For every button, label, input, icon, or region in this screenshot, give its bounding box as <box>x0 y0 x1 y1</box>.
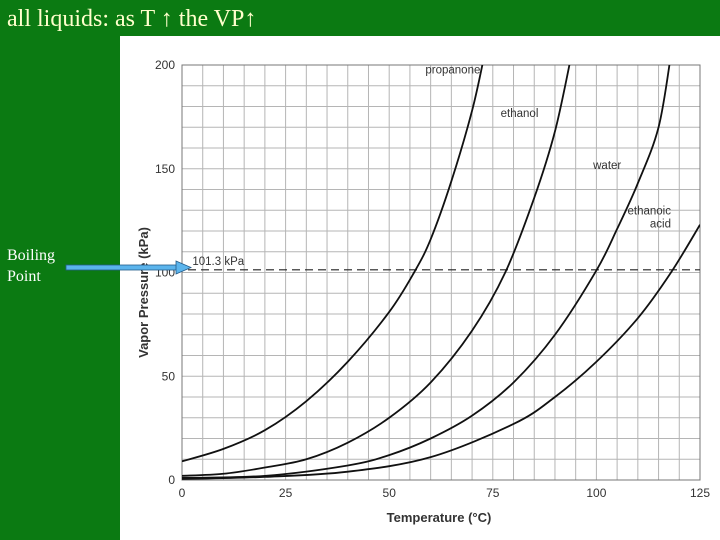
boiling-point-label: Boiling Point <box>7 247 56 285</box>
chart-panel: 0 25 50 75 100 125 0 50 100 150 200 Temperature (°C… <box>120 36 720 540</box>
series-line-0 <box>182 65 484 463</box>
series-label-line: ethanoic <box>628 205 672 217</box>
series-label: water <box>592 160 621 172</box>
x-tick-label: 0 <box>179 486 186 500</box>
x-tick-label: 125 <box>690 486 710 500</box>
x-tick-label: 50 <box>383 486 397 500</box>
y-tick-label: 100 <box>155 266 175 280</box>
series-line-1 <box>182 65 571 477</box>
x-tick-label: 25 <box>279 486 293 500</box>
y-tick-label: 150 <box>155 162 175 176</box>
x-axis-label: Temperature (°C) <box>387 510 492 525</box>
series-label-line: acid <box>650 218 671 230</box>
x-tick-label: 75 <box>486 486 500 500</box>
y-axis-label: Vapor Pressure (kPa) <box>136 227 151 358</box>
series-label: ethanol <box>501 108 539 120</box>
y-tick-label: 200 <box>155 58 175 72</box>
series-group <box>182 65 700 480</box>
series-label-line: propanone <box>425 64 480 76</box>
slide-title: all liquids: as T ↑ the VP↑ <box>7 6 257 32</box>
x-tick-label: 100 <box>586 486 606 500</box>
series-label-line: ethanol <box>501 108 539 120</box>
series-line-2 <box>182 65 671 479</box>
series-line-3 <box>182 224 700 480</box>
y-tick-label: 50 <box>162 369 176 383</box>
y-tick-label: 0 <box>168 473 175 487</box>
series-label: ethanoic acid <box>628 205 672 230</box>
vapor-pressure-chart: 0 25 50 75 100 125 0 50 100 150 200 Temperature (°C… <box>136 58 710 525</box>
series-label-line: water <box>592 160 621 172</box>
reference-line-label: 101.3 kPa <box>192 256 244 268</box>
series-label: propanone <box>425 64 480 76</box>
